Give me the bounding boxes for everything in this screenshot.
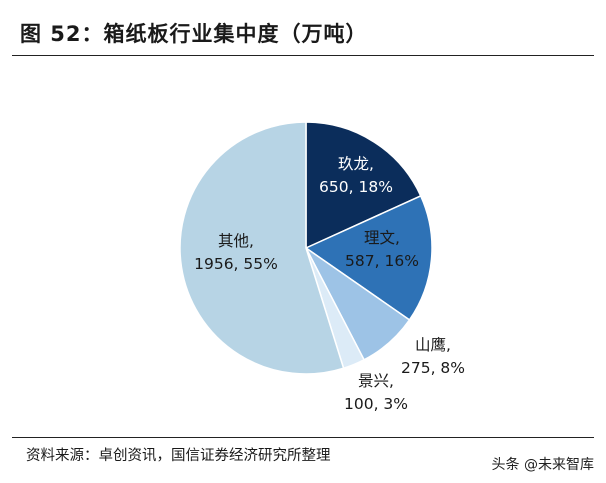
pie-slice-2 bbox=[304, 194, 433, 321]
source-note: 资料来源：卓创资讯，国信证券经济研究所整理 bbox=[26, 448, 331, 464]
slice-label-value: 650, 18% bbox=[319, 178, 393, 196]
slice-label-value: 275, 8% bbox=[401, 359, 465, 377]
slice-label-name: 景兴, bbox=[358, 372, 394, 390]
pie-labels: 玖龙, 650, 18% 理文, 587, 16% 山鹰, 275, 8% 景兴, 100, … bbox=[194, 155, 465, 413]
pie-slice-1 bbox=[305, 121, 422, 250]
footer-divider bbox=[12, 437, 594, 438]
title-divider bbox=[12, 55, 594, 56]
slice-label-name: 理文, bbox=[364, 229, 400, 247]
slice-label-name: 山鹰, bbox=[415, 336, 451, 354]
slice-label-name: 玖龙, bbox=[338, 155, 374, 173]
slice-label-name: 其他, bbox=[218, 232, 254, 250]
watermark: 头条 @未来智库 bbox=[491, 457, 594, 473]
page-title: 图 52：箱纸板行业集中度（万吨） bbox=[20, 22, 368, 46]
slice-label-value: 100, 3% bbox=[344, 395, 408, 413]
pie-slice-5 bbox=[179, 121, 345, 375]
slice-label-value: 1956, 55% bbox=[194, 255, 278, 273]
pie-slices bbox=[179, 121, 433, 375]
slice-label-value: 587, 16% bbox=[345, 252, 419, 270]
